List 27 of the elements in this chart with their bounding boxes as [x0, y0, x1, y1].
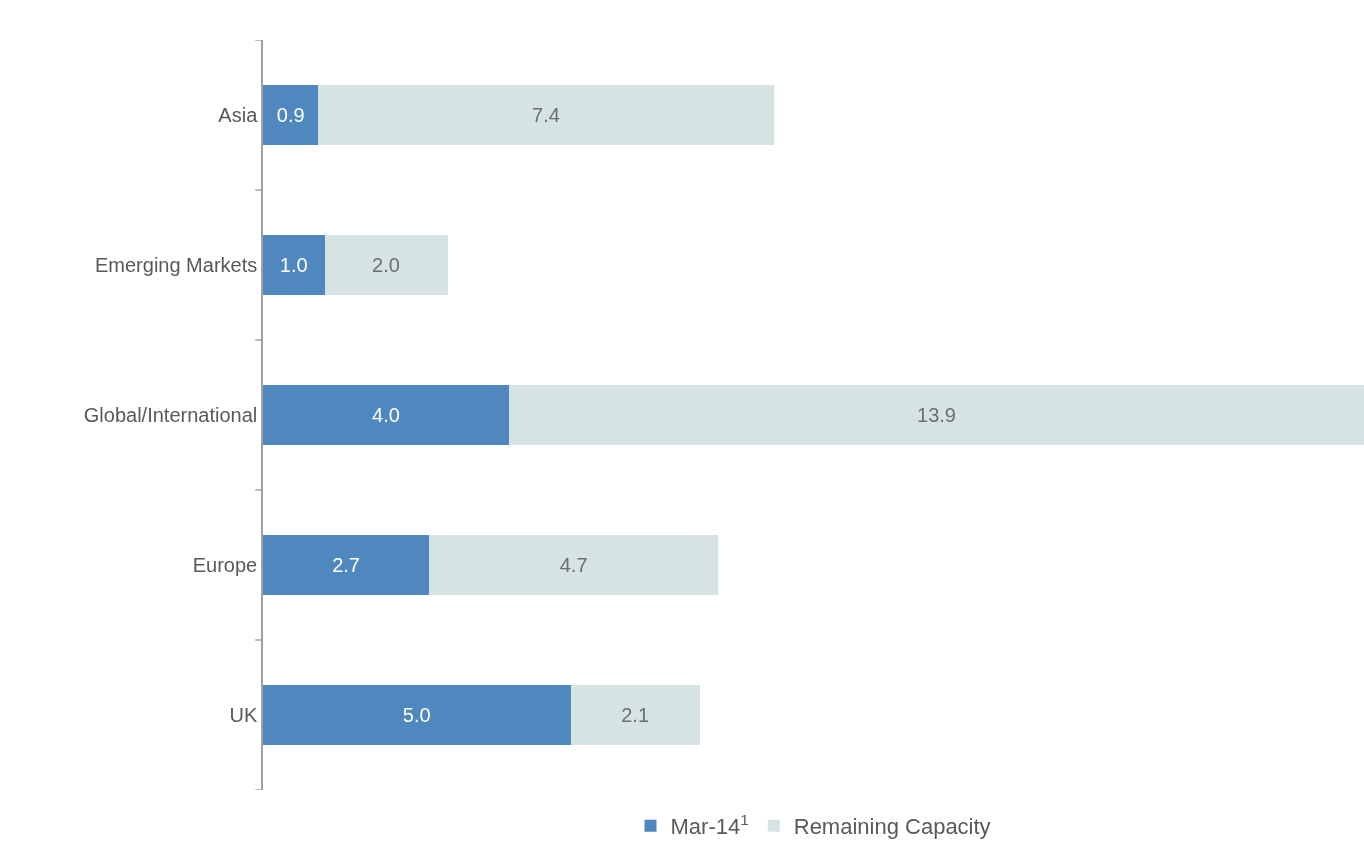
bar — [263, 535, 430, 595]
data-label: 2.7 — [332, 554, 360, 576]
bar — [429, 535, 719, 595]
bar — [324, 235, 448, 295]
bar — [570, 685, 700, 745]
y-tick-label: Emerging Markets — [94, 254, 258, 276]
data-label: 7.4 — [532, 104, 560, 126]
bar — [263, 685, 571, 745]
legend-label: Mar-14$^{1}$ — [670, 811, 749, 840]
data-label: 5.0 — [402, 704, 431, 726]
data-label: 1.0 — [279, 254, 308, 276]
bar — [263, 85, 319, 145]
bar — [318, 85, 774, 145]
y-tick-label: Europe — [192, 554, 258, 576]
bar — [263, 235, 325, 295]
bar — [263, 385, 510, 445]
data-label: 4.7 — [559, 554, 588, 576]
data-label: 0.9 — [276, 104, 305, 126]
data-label: 4.0 — [372, 404, 400, 426]
data-label: 2.0 — [372, 254, 400, 276]
data-label: 13.9 — [917, 404, 956, 426]
y-tick-label: Global/International — [83, 404, 258, 426]
y-tick-label: UK — [229, 704, 258, 726]
bar — [509, 385, 1364, 445]
y-tick-label: Asia — [218, 104, 259, 126]
legend-label: Remaining Capacity — [793, 814, 991, 840]
data-label: 2.1 — [621, 704, 650, 726]
